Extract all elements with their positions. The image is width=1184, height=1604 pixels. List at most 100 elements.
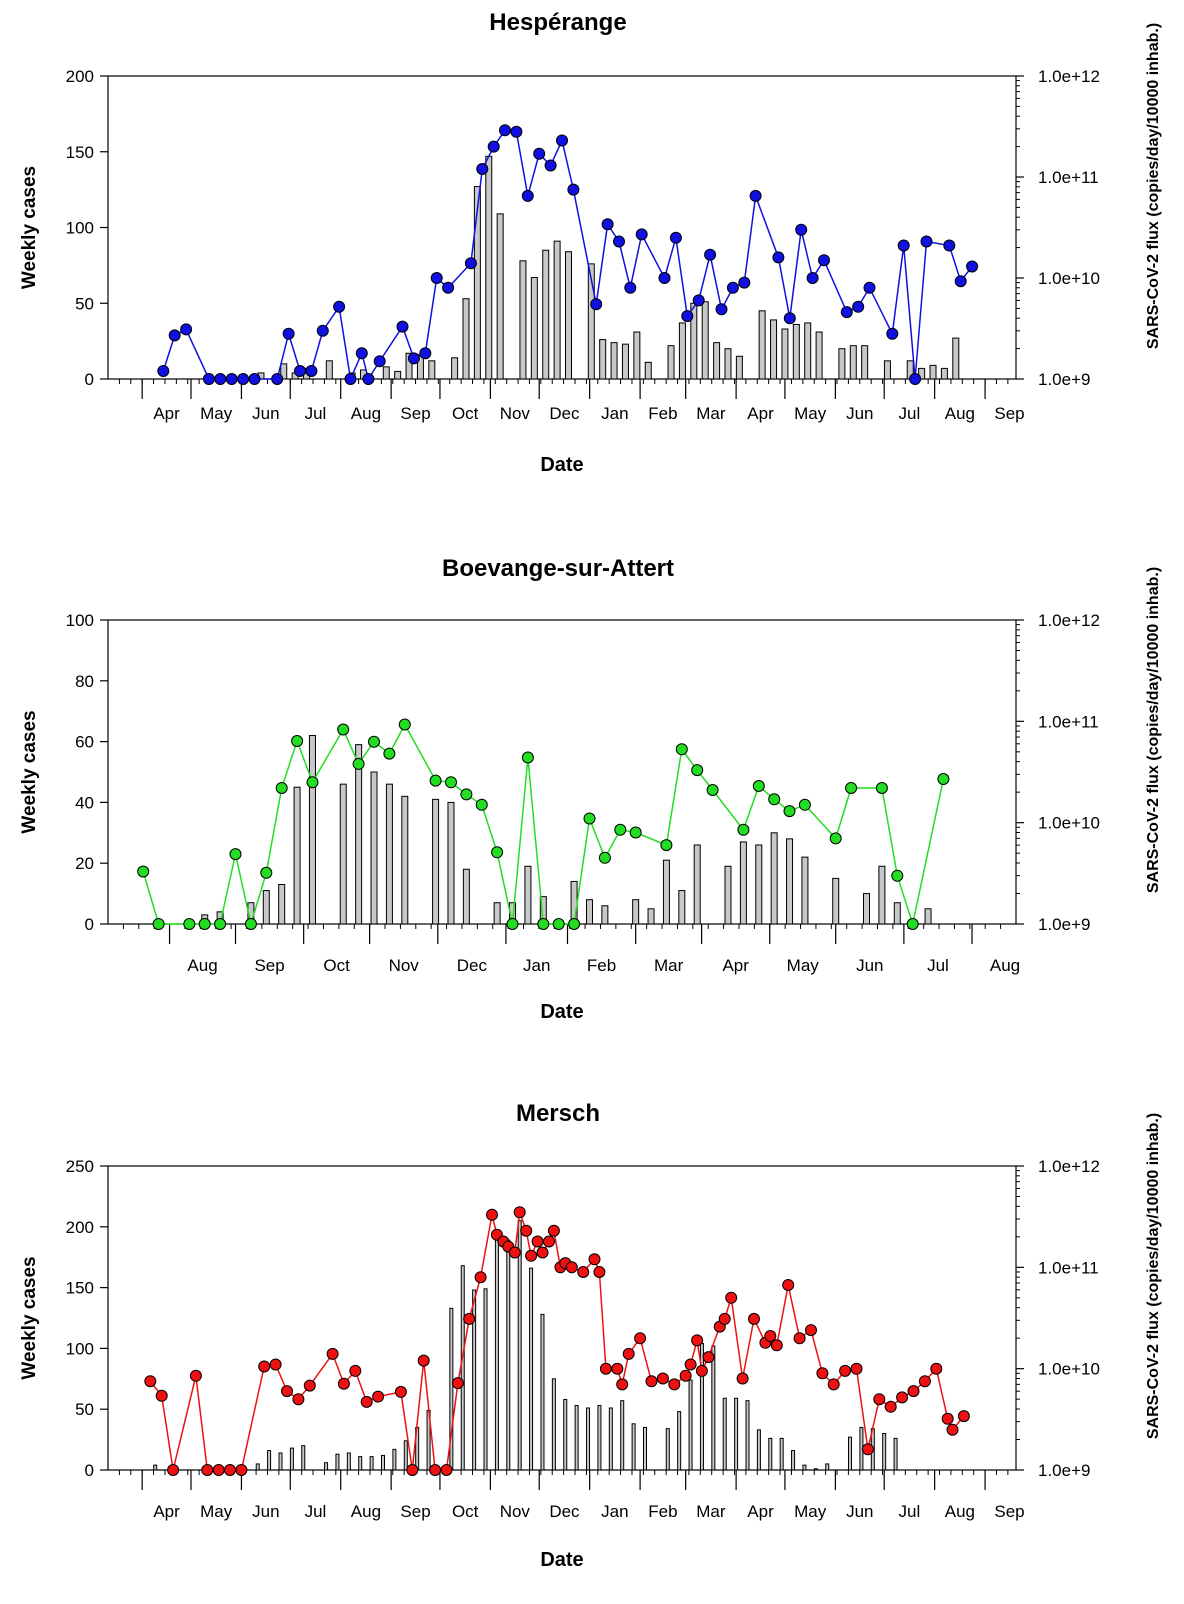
series-point <box>513 1206 526 1219</box>
series-point <box>337 723 350 736</box>
chart-panel-1: Hespérange 0 50 100 150 200 1.0e+9 1.0e+10 1.0e+… <box>19 9 1162 476</box>
bar <box>878 865 886 925</box>
series-point <box>168 329 181 342</box>
series-point <box>702 1351 715 1364</box>
bar <box>701 301 709 380</box>
chart-title: Boevange-sur-Attert <box>442 555 674 582</box>
y-tick-label: 20 <box>75 854 94 873</box>
bar <box>308 735 316 925</box>
series-point <box>577 1266 590 1278</box>
bar <box>882 1433 887 1471</box>
x-tick-label: Aug <box>945 404 975 423</box>
bar <box>832 877 840 925</box>
x-axis-label: Date <box>540 1001 583 1023</box>
series-point <box>214 373 227 385</box>
series-point <box>189 1369 202 1382</box>
series-point <box>886 327 899 340</box>
bar <box>293 786 301 925</box>
series-point <box>202 373 215 385</box>
bar <box>553 240 561 380</box>
series-point <box>201 1464 214 1476</box>
bar <box>825 1463 830 1471</box>
bar <box>745 1400 750 1471</box>
bar <box>382 366 390 380</box>
series-point <box>738 276 751 289</box>
series-point <box>475 798 488 811</box>
y2-tick-label: 1.0e+9 <box>1038 1461 1090 1480</box>
bar <box>519 260 527 380</box>
series-point <box>460 788 473 801</box>
series-point <box>840 306 853 319</box>
y2-axis-label: SARS-CoV-2 flux (copies/day/10000 inhab.… <box>1145 567 1162 893</box>
bar <box>381 1454 386 1471</box>
bar <box>711 1345 716 1471</box>
series-point <box>593 1266 606 1278</box>
x-tick-label: Mar <box>696 1502 726 1521</box>
x-tick-label: Sep <box>400 1502 430 1521</box>
bar <box>883 360 891 380</box>
series-point <box>918 1375 931 1388</box>
series-point <box>634 1332 647 1345</box>
series-point <box>291 735 304 747</box>
bar <box>677 1411 682 1471</box>
x-tick-label: Feb <box>587 956 616 975</box>
bar <box>392 1448 397 1471</box>
series-point <box>429 1464 442 1476</box>
series-point <box>565 1261 578 1274</box>
series-point <box>684 1358 697 1371</box>
bar <box>358 1456 363 1471</box>
series-point <box>954 275 967 288</box>
x-tick-label: Aug <box>351 404 381 423</box>
x-tick-label: Jun <box>252 404 279 423</box>
series-point <box>783 312 796 325</box>
bar <box>642 1426 647 1471</box>
series-point <box>798 798 811 811</box>
series-point <box>417 1354 430 1367</box>
series-point <box>445 776 457 789</box>
series-point <box>668 1378 681 1391</box>
x-tick-label: Jul <box>927 956 949 975</box>
series-point <box>316 324 329 337</box>
x-tick-label: Mar <box>696 404 726 423</box>
series-point <box>292 1393 305 1406</box>
chart-panel-2: Boevange-sur-Attert 0 20 40 60 80 100 1.0e+9 1.0… <box>19 555 1162 1023</box>
series-point <box>383 747 396 760</box>
series-point <box>306 776 319 789</box>
x-tick-label: Nov <box>500 404 531 423</box>
bar <box>848 1436 853 1471</box>
series-point <box>333 300 346 313</box>
series-point <box>556 134 568 147</box>
x-tick-label: Aug <box>945 1502 975 1521</box>
y2-tick-label: 1.0e+12 <box>1038 1157 1100 1176</box>
series-point <box>590 298 603 311</box>
series-point <box>675 743 688 756</box>
series-point <box>506 918 519 930</box>
x-tick-label: Nov <box>500 1502 531 1521</box>
bar <box>724 865 732 925</box>
series-point <box>157 365 170 377</box>
x-tick-label: May <box>200 1502 233 1521</box>
series-point <box>937 773 950 785</box>
x-tick-label: Jan <box>601 1502 628 1521</box>
bar <box>667 345 675 380</box>
bar <box>460 1265 465 1471</box>
series-point <box>681 310 694 323</box>
series-point <box>552 918 565 930</box>
bar <box>756 1429 761 1471</box>
x-tick-label: Oct <box>323 956 350 975</box>
series-point <box>691 1334 704 1347</box>
series-point <box>737 823 750 836</box>
y-axis-label: Weekly cases <box>19 166 40 289</box>
y-tick-label: 100 <box>66 611 94 630</box>
x-tick-label: Jul <box>305 404 327 423</box>
y-tick-label: 50 <box>75 294 94 313</box>
series-point <box>691 764 704 777</box>
x-tick-label: Dec <box>549 404 580 423</box>
series-point <box>224 1464 236 1476</box>
y2-axis-label: SARS-CoV-2 flux (copies/day/10000 inhab.… <box>1145 1113 1162 1439</box>
x-tick-label: Sep <box>994 1502 1024 1521</box>
bar <box>849 345 857 380</box>
series-point <box>645 1375 658 1388</box>
y2-tick-label: 1.0e+9 <box>1038 915 1090 934</box>
series-point <box>726 281 739 294</box>
